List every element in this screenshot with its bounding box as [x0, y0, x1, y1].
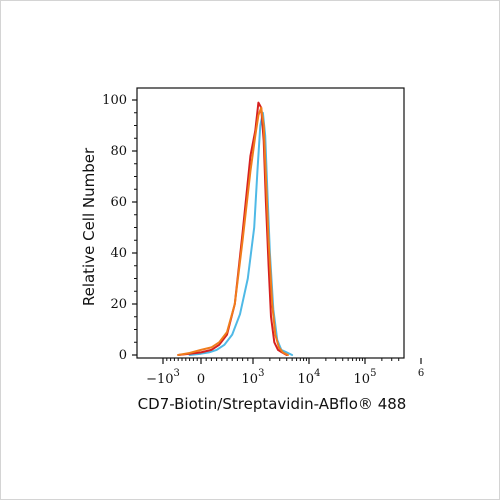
- histogram-line-3: [177, 106, 289, 356]
- x-tick-label: 104: [298, 368, 321, 387]
- x-axis-label: CD7-Biotin/Streptavidin-ABflo® 488: [138, 395, 407, 413]
- y-tick-label: 80: [110, 144, 127, 159]
- histogram-line-2: [177, 101, 288, 356]
- series-layer: [177, 101, 294, 356]
- x-tick-label: 103: [242, 368, 265, 387]
- y-tick-label: 0: [119, 348, 127, 363]
- histogram-line-1: [188, 111, 294, 356]
- y-tick-label: 100: [102, 93, 127, 108]
- y-tick-label: 60: [110, 195, 127, 210]
- y-tick-label: 20: [110, 297, 127, 312]
- y-axis-label: Relative Cell Number: [80, 147, 98, 306]
- x-tick-label: 0: [197, 372, 205, 387]
- x-tick-label: −103: [146, 368, 180, 387]
- x-tick-label: 6: [418, 368, 424, 379]
- y-tick-label: 40: [110, 246, 127, 261]
- x-tick-label: 105: [354, 368, 377, 387]
- plot-frame: [136, 87, 405, 359]
- axes-layer: 0 20 40 60 80 100 −103 0 103 104 105 6: [102, 87, 424, 387]
